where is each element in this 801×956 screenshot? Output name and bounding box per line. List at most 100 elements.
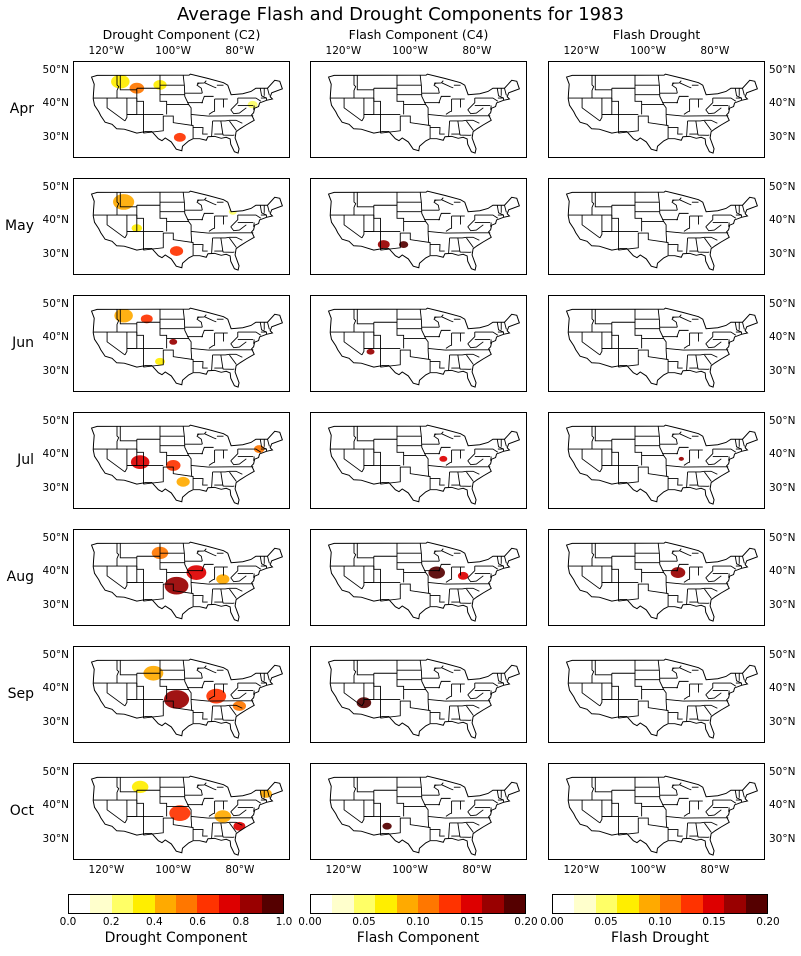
state-boundary: [116, 75, 120, 99]
colorbar-tick-label: 0.8: [232, 916, 250, 928]
state-boundary: [373, 555, 405, 583]
state-boundary: [373, 672, 405, 700]
state-boundary: [459, 484, 472, 487]
state-boundary: [211, 822, 214, 839]
state-boundary: [201, 329, 214, 338]
state-boundary: [490, 339, 492, 344]
state-boundary: [204, 784, 217, 791]
state-boundary: [211, 588, 214, 605]
state-boundary: [591, 75, 595, 99]
state-boundary: [191, 347, 208, 351]
state-boundary: [119, 426, 137, 442]
state-boundary: [496, 88, 504, 101]
lat-tick-label-left: 30°N: [42, 364, 69, 377]
colorbar-label-0: Drought Component: [104, 930, 248, 946]
state-boundary: [591, 777, 595, 801]
state-boundary: [490, 456, 492, 461]
state-boundary: [267, 790, 270, 798]
state-boundary: [356, 309, 374, 325]
colorbar-segment: [90, 895, 112, 913]
conus-fill: [91, 308, 283, 388]
state-boundary: [229, 588, 237, 599]
state-boundary: [428, 464, 445, 468]
state-boundary: [433, 82, 440, 94]
lat-tick-label-right: 30°N: [769, 832, 796, 845]
state-boundary: [705, 332, 714, 345]
state-boundary: [657, 543, 668, 594]
bottom-lon-tick-label: 120°W: [325, 864, 362, 876]
colorbar-tick-label: 0.10: [648, 916, 672, 928]
state-boundary: [742, 673, 745, 681]
lat-tick-label-right: 50°N: [769, 298, 796, 311]
lat-tick-label-left: 30°N: [42, 130, 69, 143]
lat-tick-label-left: 40°N: [42, 682, 69, 695]
state-boundary: [496, 556, 504, 569]
conus-outline: [327, 541, 520, 622]
lat-tick-label-left: 30°N: [42, 832, 69, 845]
state-boundary: [430, 244, 445, 252]
state-boundary: [666, 581, 683, 585]
colorbar-segment: [154, 895, 177, 913]
state-boundary: [361, 683, 365, 707]
state-boundary: [734, 556, 742, 569]
state-boundary: [474, 331, 499, 336]
conus-fill: [566, 74, 758, 154]
state-boundary: [419, 192, 430, 243]
state-boundary: [705, 566, 714, 579]
state-boundary: [229, 705, 237, 716]
lat-tick-label-right: 40°N: [769, 565, 796, 578]
state-boundary: [697, 133, 710, 136]
state-boundary: [343, 332, 363, 356]
colorbar-segment: [660, 895, 682, 913]
state-boundary: [668, 478, 683, 486]
state-boundary: [237, 214, 262, 219]
state-boundary: [201, 797, 214, 806]
state-boundary: [704, 471, 712, 482]
lat-tick-label-right: 50°N: [769, 64, 796, 77]
lat-tick-label-right: 50°N: [769, 649, 796, 662]
map-svg: [90, 424, 283, 505]
state-boundary: [343, 215, 363, 239]
state-boundary: [433, 433, 440, 445]
lat-tick-label-right: 40°N: [769, 97, 796, 110]
state-boundary: [204, 316, 217, 323]
state-boundary: [259, 322, 267, 335]
state-boundary: [581, 566, 601, 590]
state-boundary: [686, 471, 689, 488]
state-boundary: [136, 789, 168, 817]
anomaly-region: [140, 314, 153, 324]
state-boundary: [434, 431, 444, 435]
state-boundary: [230, 224, 247, 232]
state-boundary: [441, 667, 454, 674]
top-lon-tick-label: 80°W: [462, 45, 492, 57]
anomaly-region: [428, 566, 445, 579]
state-boundary: [419, 777, 430, 828]
bottom-lon-tick-label: 80°W: [462, 864, 492, 876]
state-boundary: [253, 807, 255, 812]
state-boundary: [705, 215, 714, 228]
state-boundary: [237, 97, 262, 102]
state-boundary: [679, 784, 692, 791]
state-boundary: [106, 683, 126, 707]
state-boundary: [124, 566, 128, 590]
state-boundary: [666, 815, 683, 819]
state-boundary: [581, 215, 601, 239]
state-boundary: [451, 822, 461, 837]
state-boundary: [267, 88, 270, 96]
state-boundary: [672, 80, 682, 84]
state-boundary: [267, 673, 270, 681]
state-boundary: [490, 573, 492, 578]
state-boundary: [230, 341, 247, 349]
state-boundary: [253, 690, 255, 695]
state-boundary: [683, 567, 691, 583]
state-boundary: [594, 543, 612, 559]
anomaly-region: [173, 132, 186, 142]
lat-tick-label-left: 40°N: [42, 448, 69, 461]
state-boundary: [618, 700, 669, 724]
anomaly-region: [439, 455, 448, 462]
state-boundary: [671, 784, 678, 796]
state-boundary: [697, 367, 710, 370]
map-svg: [90, 658, 283, 739]
anomaly-region: [164, 576, 189, 595]
state-boundary: [734, 673, 742, 686]
